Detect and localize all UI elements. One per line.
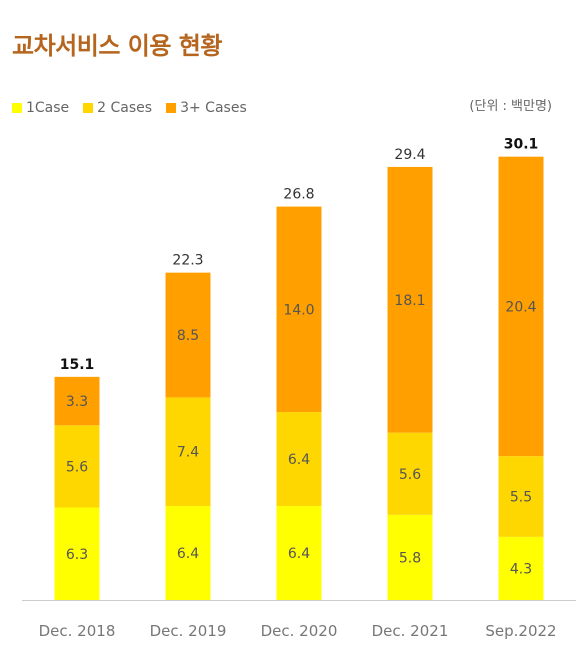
legend: 1Case 2 Cases 3+ Cases <box>12 100 247 116</box>
legend-label-1case: 1Case <box>26 100 70 116</box>
legend-label-2cases: 2 Cases <box>97 100 153 116</box>
bar-2-4 <box>387 432 433 515</box>
data-label-3-4: 18.1 <box>394 293 425 309</box>
total-label-2: 22.3 <box>172 253 203 269</box>
bar-3-3 <box>276 206 322 413</box>
bar-2-1 <box>54 425 100 508</box>
bar-1-4 <box>387 514 433 600</box>
category-label-1: Dec. 2018 <box>39 622 116 640</box>
legend-item-3cases: 3+ Cases <box>166 100 247 116</box>
bar-2-2 <box>165 397 211 507</box>
data-label-2-2: 7.4 <box>177 445 199 461</box>
total-label-5: 30.1 <box>504 137 539 153</box>
bar-1-1 <box>54 507 100 600</box>
data-label-2-3: 6.4 <box>288 452 310 468</box>
bar-2-3 <box>276 412 322 507</box>
data-label-2-5: 5.5 <box>510 490 532 506</box>
total-label-4: 29.4 <box>394 147 425 163</box>
bar-3-2 <box>165 272 211 398</box>
category-label-4: Dec. 2021 <box>372 622 449 640</box>
legend-label-3cases: 3+ Cases <box>180 100 247 116</box>
data-label-3-5: 20.4 <box>505 299 536 315</box>
total-label-1: 15.1 <box>60 357 95 373</box>
data-label-3-2: 8.5 <box>177 328 199 344</box>
legend-item-2cases: 2 Cases <box>83 100 152 116</box>
bar-3-1 <box>54 376 100 426</box>
category-label-2: Dec. 2019 <box>150 622 227 640</box>
bar-1-5 <box>498 536 544 600</box>
data-label-3-1: 3.3 <box>66 394 88 410</box>
legend-item-1case: 1Case <box>12 100 69 116</box>
data-label-2-4: 5.6 <box>399 467 421 483</box>
chart-title: 교차서비스 이용 현황 <box>12 32 222 60</box>
legend-swatch-3cases <box>166 103 177 113</box>
unit-label: (단위 : 백만명) <box>469 99 552 114</box>
bar-3-5 <box>498 156 544 457</box>
bar-1-2 <box>165 506 211 600</box>
category-label-3: Dec. 2020 <box>261 622 338 640</box>
bar-3-4 <box>387 166 433 433</box>
category-label-5: Sep.2022 <box>485 622 556 640</box>
data-label-3-3: 14.0 <box>283 302 314 318</box>
data-label-1-5: 4.3 <box>510 561 532 577</box>
data-label-1-4: 5.8 <box>399 550 421 566</box>
data-label-1-1: 6.3 <box>66 547 88 563</box>
legend-swatch-2cases <box>83 103 94 113</box>
bar-2-5 <box>498 456 544 537</box>
data-label-1-2: 6.4 <box>177 546 199 562</box>
legend-swatch-1case <box>12 103 22 113</box>
data-label-1-3: 6.4 <box>288 546 310 562</box>
total-label-3: 26.8 <box>283 187 314 203</box>
data-label-2-1: 5.6 <box>66 459 88 475</box>
bar-1-3 <box>276 506 322 600</box>
